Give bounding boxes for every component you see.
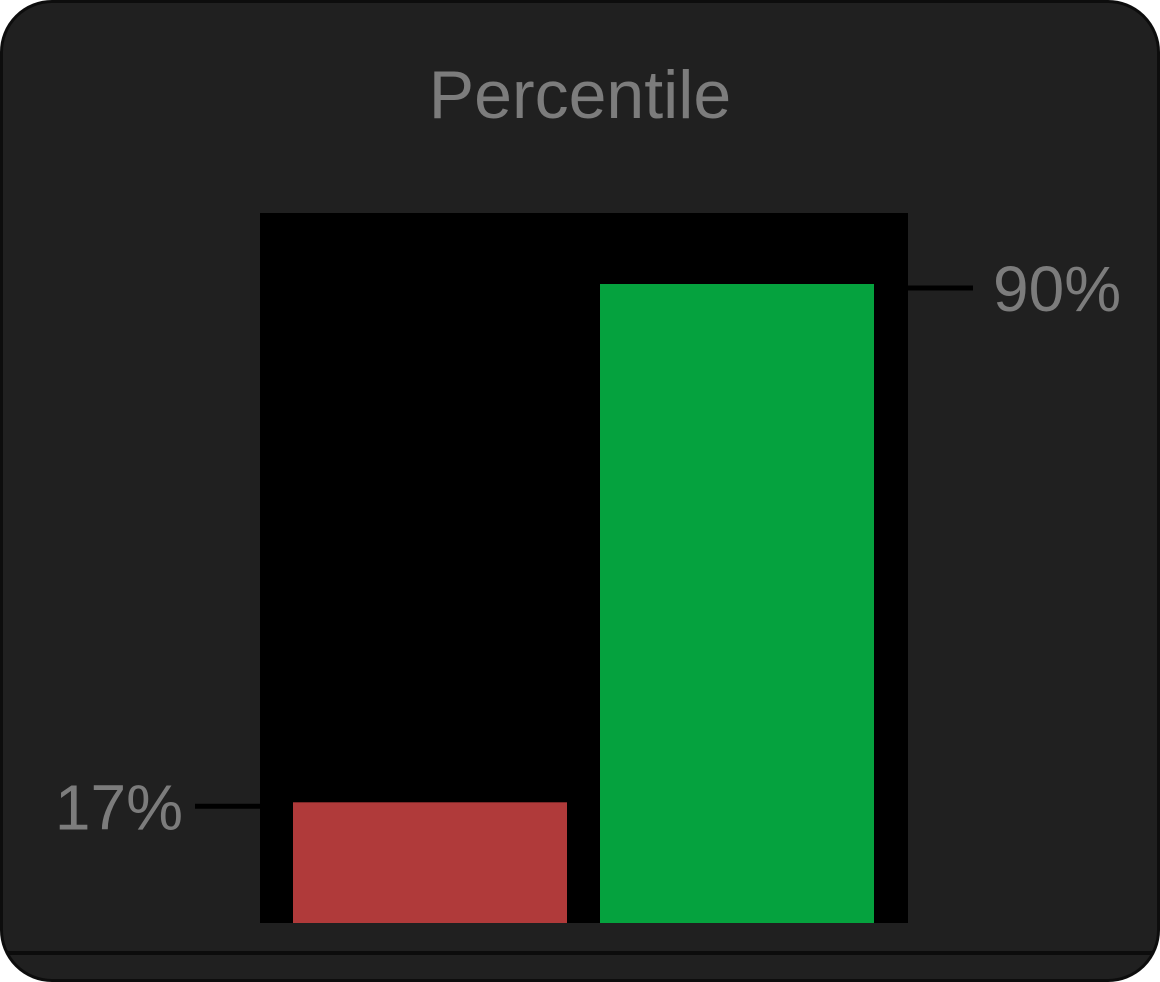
bar-1: [293, 802, 567, 923]
percentile-bar-chart: 17% 90%: [55, 213, 1121, 923]
divider: [3, 951, 1157, 955]
value-label-2: 90%: [993, 253, 1121, 325]
bar-2: [600, 284, 874, 923]
chart-title: Percentile: [428, 57, 732, 133]
value-label-1: 17%: [55, 771, 183, 843]
